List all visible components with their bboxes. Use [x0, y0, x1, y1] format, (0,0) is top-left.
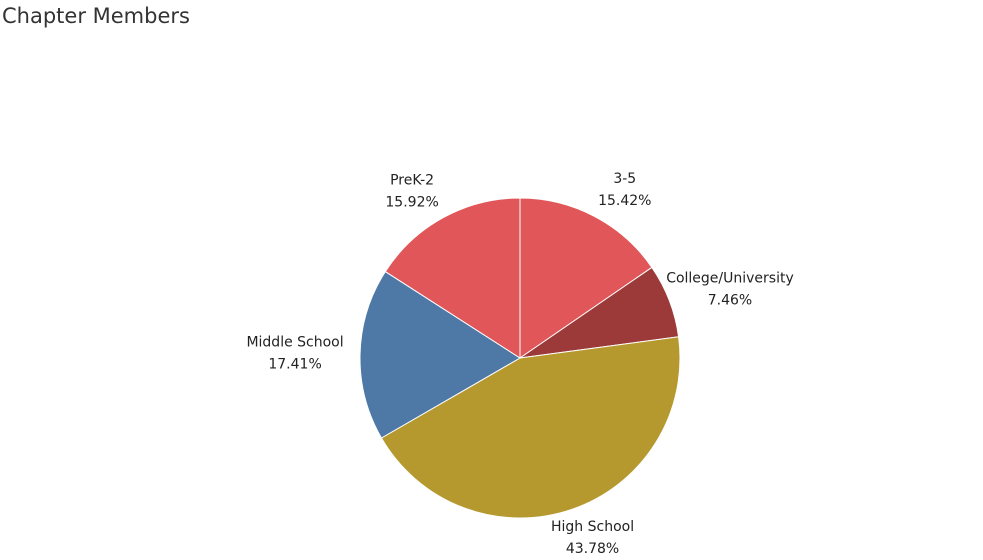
slice-value-label: 15.42%	[598, 193, 651, 209]
pie-slice	[380, 336, 681, 519]
slice-value-label: 17.41%	[268, 357, 321, 373]
slice-label: 3-5	[613, 171, 636, 187]
slice-value-label: 7.46%	[708, 293, 752, 309]
slice-label: High School	[551, 519, 634, 535]
pie-slice	[384, 197, 521, 359]
slice-label: Middle School	[246, 335, 343, 351]
slice-label: College/University	[666, 271, 794, 287]
pie-slice	[519, 197, 653, 359]
chart-title: Chapter Members	[2, 4, 190, 28]
pie-slice	[359, 270, 521, 439]
slice-label: PreK-2	[390, 172, 434, 188]
slice-value-label: 15.92%	[385, 194, 438, 210]
slice-value-label: 43.78%	[566, 541, 619, 557]
